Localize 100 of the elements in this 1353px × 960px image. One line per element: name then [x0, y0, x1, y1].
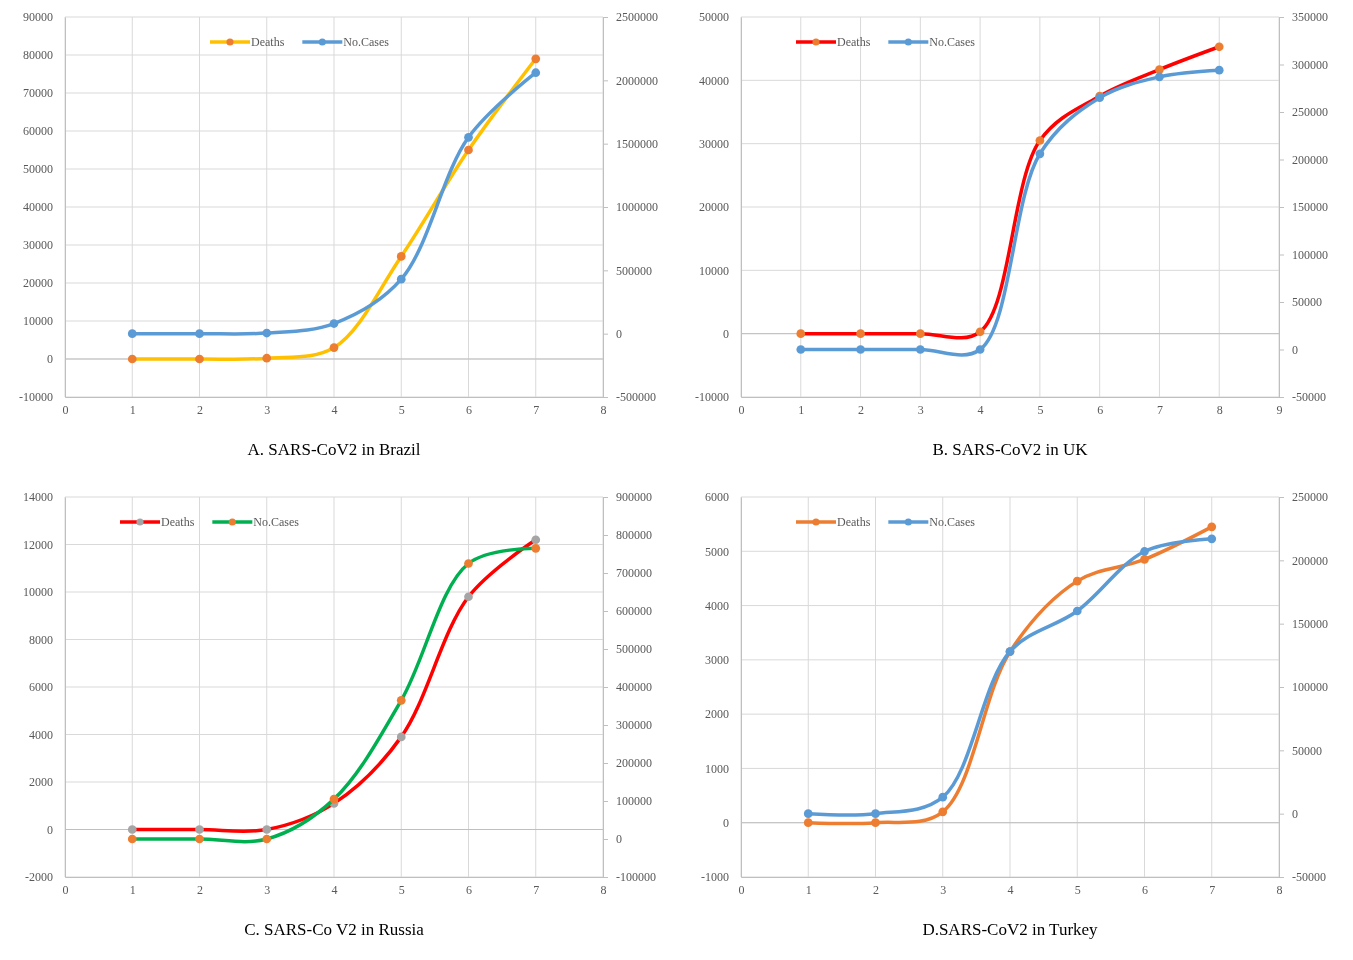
- point: [975, 345, 985, 354]
- y-tick-label: 2000: [705, 707, 729, 722]
- point: [464, 592, 473, 602]
- x-tick-label: 5: [398, 402, 405, 417]
- y-tick-label: 90000: [23, 10, 53, 25]
- point: [195, 329, 204, 339]
- point: [127, 825, 137, 834]
- legend-label: No.Cases: [929, 35, 976, 49]
- x-tick-label: 0: [738, 402, 745, 417]
- y2-tick-label: 100000: [1292, 247, 1328, 262]
- y-tick-label: 3000: [705, 653, 729, 668]
- y2-tick-label: 900000: [616, 490, 652, 505]
- y-tick-label: 14000: [23, 490, 53, 505]
- point: [464, 132, 473, 142]
- text: D.SARS-CoV2 in Turkey: [922, 920, 1099, 939]
- point: [195, 834, 204, 844]
- point: [329, 794, 339, 804]
- x-tick-label: 8: [600, 882, 607, 897]
- y2-tick-label: 0: [616, 832, 622, 847]
- y2-tick-label: -50000: [1292, 870, 1326, 885]
- y-tick-label: 10000: [23, 314, 53, 329]
- point: [1140, 555, 1149, 564]
- point: [262, 353, 272, 363]
- y2-tick-label: 200000: [616, 756, 652, 771]
- point: [195, 354, 204, 364]
- y-tick-label: 0: [723, 327, 729, 342]
- y-tick-label: -10000: [19, 390, 53, 405]
- point: [1207, 522, 1217, 532]
- y-tick-label: -1000: [701, 870, 729, 885]
- point: [396, 252, 406, 261]
- y-tick-label: -2000: [25, 870, 53, 885]
- legend-label: No.Cases: [929, 515, 976, 529]
- point: [127, 834, 137, 844]
- x-tick-label: 7: [533, 882, 540, 897]
- y-tick-label: 60000: [23, 124, 53, 139]
- point: [1035, 149, 1045, 159]
- y2-tick-label: 2500000: [616, 10, 658, 25]
- y-tick-label: 20000: [23, 276, 53, 291]
- x-tick-label: 1: [129, 402, 136, 417]
- point: [396, 695, 406, 705]
- x-tick-label: 1: [798, 402, 805, 417]
- point: [975, 327, 985, 337]
- point: [915, 329, 925, 339]
- x-tick-label: 3: [264, 882, 271, 897]
- y2-tick-label: 250000: [1292, 490, 1328, 505]
- y2-tick-label: 500000: [616, 642, 652, 657]
- text: C. SARS-Co V2 in Russia: [244, 920, 425, 939]
- y2-tick-label: 150000: [1292, 617, 1328, 632]
- y2-tick-label: 1500000: [616, 137, 658, 152]
- y-tick-label: 12000: [23, 537, 53, 552]
- y2-tick-label: 1000000: [616, 200, 658, 215]
- point: [127, 329, 137, 339]
- x-tick-label: 6: [1142, 882, 1148, 897]
- y-tick-label: 50000: [699, 10, 729, 25]
- x-tick-label: 7: [1156, 402, 1163, 417]
- y-tick-label: 50000: [23, 162, 53, 177]
- x-tick-label: 8: [1216, 402, 1223, 417]
- point: [262, 834, 272, 844]
- y-tick-label: 70000: [23, 86, 53, 101]
- y2-tick-label: 700000: [616, 566, 652, 581]
- y-tick-label: 0: [47, 822, 53, 837]
- point: [531, 68, 541, 78]
- legend-label: Deaths: [251, 35, 285, 49]
- y2-tick-label: 800000: [616, 528, 652, 543]
- y2-tick-label: 400000: [616, 680, 652, 695]
- y2-tick-label: 350000: [1292, 10, 1328, 25]
- point: [1155, 72, 1164, 82]
- point: [803, 809, 813, 819]
- x-tick-label: 8: [600, 402, 607, 417]
- point: [464, 145, 473, 155]
- y2-tick-label: 500000: [616, 263, 652, 278]
- point: [531, 543, 541, 553]
- y-tick-label: 4000: [705, 598, 729, 613]
- y2-tick-label: 200000: [1292, 553, 1328, 568]
- x-tick-label: 0: [62, 402, 69, 417]
- point: [396, 732, 406, 742]
- y-tick-label: 10000: [699, 263, 729, 278]
- x-tick-label: 4: [1007, 882, 1014, 897]
- y2-tick-label: 0: [1292, 807, 1298, 822]
- point: [1214, 42, 1224, 52]
- x-tick-label: 0: [738, 882, 745, 897]
- point: [329, 319, 339, 328]
- point: [796, 345, 806, 354]
- x-tick-label: 5: [1037, 402, 1044, 417]
- x-tick-label: 6: [466, 882, 472, 897]
- point: [938, 792, 948, 802]
- y2-tick-label: 0: [616, 327, 622, 342]
- y2-tick-label: -50000: [1292, 390, 1326, 405]
- x-tick-label: 8: [1276, 882, 1283, 897]
- y-tick-label: 80000: [23, 48, 53, 63]
- point: [803, 818, 813, 828]
- point: [871, 818, 880, 828]
- x-tick-label: 2: [197, 402, 203, 417]
- x-tick-label: 2: [197, 882, 203, 897]
- legend-label: Deaths: [161, 515, 195, 529]
- y2-tick-label: -500000: [616, 390, 656, 405]
- x-tick-label: 2: [858, 402, 865, 417]
- x-tick-label: 0: [62, 882, 69, 897]
- point: [796, 329, 806, 339]
- y-tick-label: -10000: [695, 390, 729, 405]
